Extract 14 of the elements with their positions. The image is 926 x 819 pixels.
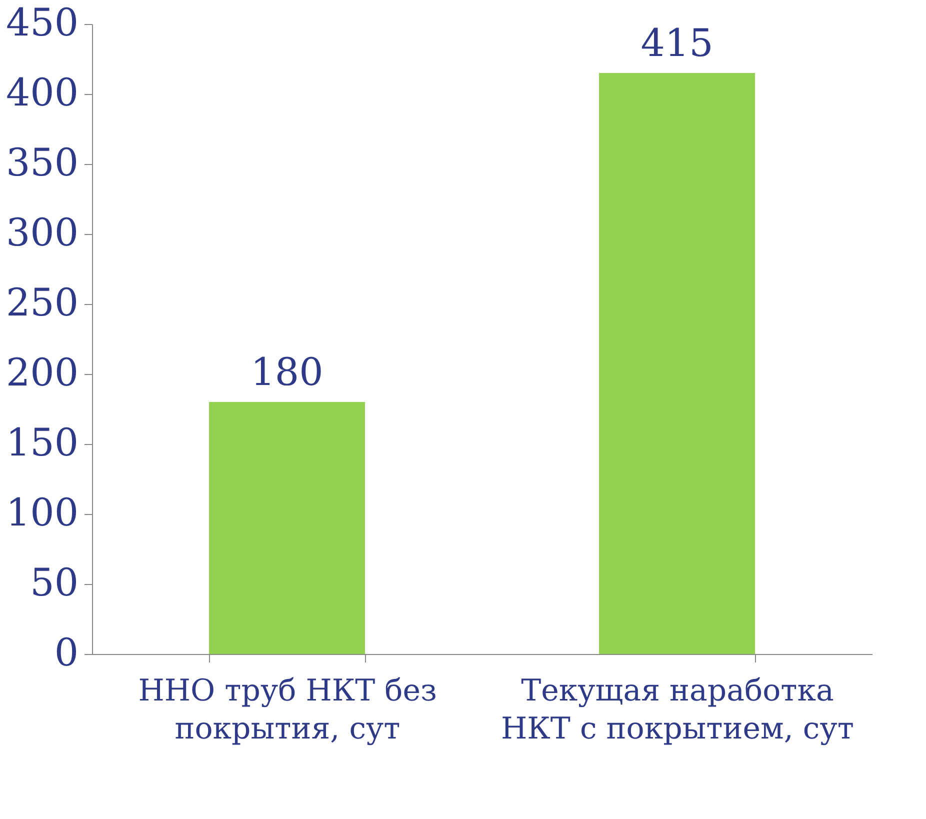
x-tick-label: Текущая наработка НКТ с покрытием, сут [501, 674, 854, 746]
y-tick-label: 300 [6, 210, 78, 254]
y-tick-label: 350 [6, 140, 78, 184]
y-tick-label: 400 [6, 70, 78, 114]
data-label: 415 [640, 21, 714, 65]
x-tick-label: ННО труб НКТ без покрытия, сут [138, 674, 437, 746]
y-tick-label: 100 [6, 490, 78, 534]
y-tick-label: 250 [6, 280, 78, 324]
y-tick-label: 200 [6, 350, 78, 394]
y-tick-label: 0 [54, 630, 78, 674]
y-tick-label: 50 [30, 560, 78, 604]
data-label: 180 [250, 350, 324, 394]
y-tick-label: 150 [6, 420, 78, 464]
y-tick-label: 450 [6, 0, 78, 44]
